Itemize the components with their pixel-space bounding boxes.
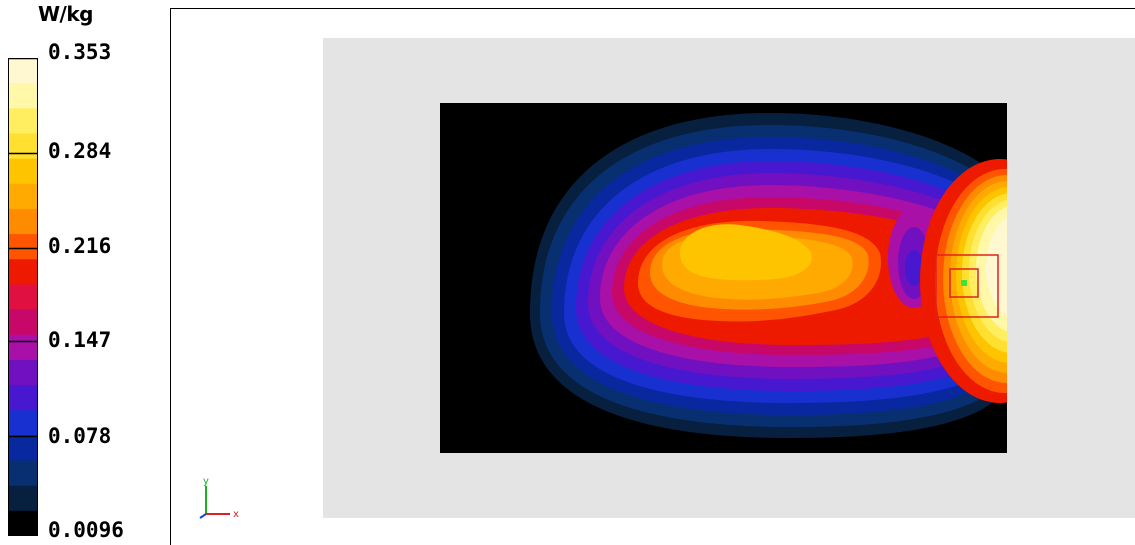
peak-marker: [961, 280, 967, 286]
colorbar-segment: [8, 183, 38, 210]
tick-label-5: 0.0096: [48, 518, 124, 542]
tick-label-3: 0.147: [48, 328, 112, 352]
sar-heatmap: [440, 103, 1007, 453]
colorbar-segment: [8, 510, 38, 536]
colorbar-segment: [8, 83, 38, 109]
colorbar-segment: [8, 359, 38, 386]
colorbar-segment: [8, 410, 38, 436]
colorbar-segment: [8, 259, 38, 285]
colorbar-segment: [8, 108, 38, 134]
colorbar-segment: [8, 284, 38, 311]
coordinate-axes-icon: y x: [199, 476, 239, 520]
tick-label-0: 0.353: [48, 40, 112, 64]
axis-y-label: y: [203, 476, 209, 487]
low-pocket-3: [905, 250, 923, 286]
hotspot-9: [986, 217, 1007, 317]
colorbar-segment: [8, 460, 38, 487]
legend-unit-label: W/kg: [38, 2, 93, 26]
tick-label-2: 0.216: [48, 234, 112, 258]
tick-label-1: 0.284: [48, 139, 112, 163]
colorbar-segment: [8, 485, 38, 512]
colorbar-segment: [8, 234, 38, 260]
colorbar-segment: [8, 158, 38, 185]
contour-13: [680, 224, 812, 281]
colorbar-segment: [8, 58, 38, 84]
colorbar: [8, 58, 38, 536]
scan-area-outer-box: [935, 254, 999, 318]
colorbar-segment: [8, 133, 38, 160]
colorbar-segment: [8, 208, 38, 235]
scan-area-inner-box: [949, 268, 979, 298]
colorbar-segment: [8, 334, 38, 361]
colorbar-segment: [8, 435, 38, 462]
colorbar-segment: [8, 385, 38, 411]
axis-x-label: x: [233, 509, 239, 520]
tick-label-4: 0.078: [48, 424, 112, 448]
colorbar-segment: [8, 309, 38, 336]
plot-frame: [170, 8, 1135, 545]
